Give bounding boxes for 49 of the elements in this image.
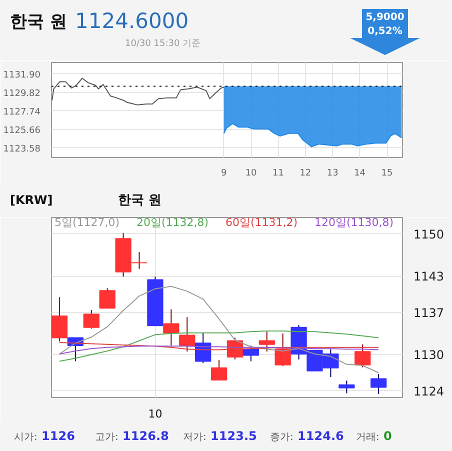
candlestick: [194, 332, 212, 364]
line-series: [58, 286, 380, 374]
candlestick: [338, 380, 355, 394]
chart-subtitle: 10/30 15:30 기준: [125, 38, 201, 51]
text: 시가: 1126: [14, 429, 75, 443]
candlestick: [210, 360, 228, 380]
text: 1124.6000: [75, 8, 189, 35]
x-tick-label: 10: [148, 408, 162, 420]
text: 120일(1130,8): [314, 216, 394, 229]
candlestick: [52, 296, 68, 342]
x-tick-label: 13: [326, 168, 338, 178]
line-series: [52, 78, 225, 106]
candlestick: [370, 373, 387, 394]
x-tick-label: 11: [272, 168, 284, 178]
candlestick: [258, 331, 275, 352]
candlestick: [83, 309, 100, 330]
y-tick-label: 1129.82: [3, 88, 40, 99]
text: 저가: 1123.5: [183, 429, 257, 443]
candlestick: [242, 345, 260, 362]
y-tick-label: 1131.90: [3, 70, 41, 80]
y-tick-label: 1125.66: [3, 126, 41, 136]
text: 5,9000: [366, 11, 404, 25]
text: 5일(1127,0): [54, 216, 120, 229]
y-tick-label: 1127.74: [3, 107, 41, 118]
text: 거래: 0: [356, 429, 392, 443]
candlestick: [179, 316, 196, 352]
x-tick-label: 9: [221, 168, 228, 178]
chart-title: 한국 원: [10, 11, 67, 34]
x-tick-label: 14: [354, 168, 366, 178]
y-tick-label: 1130: [414, 348, 444, 362]
y-tick-label: 1137: [414, 306, 444, 320]
candlestick: [163, 308, 180, 346]
text: [KRW]: [10, 192, 53, 209]
text: 20일(1132,8): [136, 216, 209, 229]
x-tick-label: 15: [381, 168, 393, 178]
text: 0,52%: [368, 25, 402, 39]
text: 고가: 1126.8: [95, 429, 169, 443]
y-tick-label: 1124: [414, 384, 444, 398]
candlestick: [354, 344, 371, 368]
chart-title: 한국 원: [118, 192, 162, 210]
y-tick-label: 1143: [414, 270, 444, 284]
candlestick: [99, 288, 116, 309]
text: 60일(1131,2): [226, 216, 298, 229]
x-tick-label: 10: [245, 168, 258, 178]
text: 종가: 1124.6: [270, 429, 344, 443]
y-tick-label: 1150: [414, 227, 444, 242]
x-tick-label: 12: [300, 168, 312, 178]
y-tick-label: 1123.58: [3, 144, 41, 154]
candlestick: [274, 332, 291, 367]
